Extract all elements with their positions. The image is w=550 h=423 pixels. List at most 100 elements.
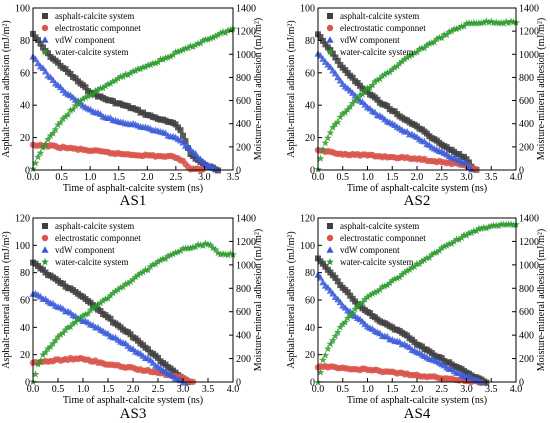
data-point (144, 61, 152, 69)
x-tick-label: 4.0 (510, 172, 523, 183)
y2-tick-label: 200 (236, 354, 251, 365)
data-point (371, 288, 379, 296)
data-point (159, 55, 167, 63)
y2-tick-label: 0 (519, 378, 524, 389)
data-point (413, 48, 421, 56)
data-point (321, 138, 330, 147)
x-tick-label: 3.5 (485, 172, 498, 183)
data-point (81, 93, 90, 101)
data-point (211, 32, 220, 40)
data-point (316, 154, 325, 162)
data-point (156, 256, 165, 264)
data-point (199, 36, 207, 44)
data-point (191, 41, 200, 49)
y2-axis-label: Moisture-mineral adhesion (mJ/m²) (536, 18, 547, 160)
data-point (384, 103, 391, 110)
data-point (166, 52, 175, 60)
data-point (351, 305, 359, 313)
data-point (353, 94, 362, 102)
data-point (54, 332, 62, 341)
chart-panel-as1: 0.0 0.5 1.0 1.5 2.0 2.5 3.0 3.50204060801000200… (1, 4, 264, 210)
data-point (106, 291, 115, 299)
data-point (86, 91, 95, 99)
data-point (107, 315, 114, 322)
y2-tick-label: 1000 (519, 260, 539, 271)
data-point (319, 37, 326, 44)
data-point (216, 29, 225, 37)
data-point (507, 220, 515, 228)
legend: asphalt-calcite system electrostatic comp… (41, 221, 141, 267)
data-point (347, 292, 354, 299)
data-point (174, 248, 182, 256)
data-point (76, 313, 85, 321)
data-point (457, 233, 466, 241)
y2-tick-label: 800 (519, 284, 534, 295)
data-point (44, 135, 52, 143)
x-axis-label: Time of asphalt-calcite system (ns) (347, 395, 487, 406)
data-point (86, 306, 95, 314)
legend-marker (327, 223, 333, 229)
y-tick-label: 20 (305, 350, 315, 361)
data-point (71, 318, 80, 326)
data-point (209, 33, 217, 41)
y2-tick-label: 200 (519, 354, 534, 365)
data-point (101, 82, 110, 90)
y2-tick-label: 1200 (519, 27, 539, 38)
y-tick-label: 80 (305, 36, 315, 47)
data-point (96, 84, 105, 92)
data-point (104, 80, 112, 88)
data-point (341, 108, 349, 116)
data-point (46, 342, 55, 351)
data-point (329, 50, 336, 57)
data-point (181, 44, 190, 52)
data-point (109, 77, 117, 85)
data-point (329, 123, 337, 131)
data-point (84, 309, 92, 317)
data-point (35, 37, 41, 44)
y2-tick-label: 800 (236, 73, 251, 84)
data-point (332, 54, 339, 61)
data-point (179, 244, 187, 252)
data-point (504, 19, 513, 27)
legend-label: electrostatic componnet (340, 23, 426, 33)
legend-label: asphalt-calcite system (340, 221, 419, 231)
y2-tick-label: 1400 (236, 4, 256, 15)
data-point (114, 74, 122, 82)
y2-tick-label: 1400 (519, 4, 539, 15)
data-point (81, 310, 90, 318)
y-tick-label: 40 (20, 101, 30, 112)
data-point (452, 25, 461, 33)
data-point (363, 84, 372, 92)
data-point (425, 39, 434, 47)
data-point (59, 329, 67, 337)
data-point (418, 257, 426, 265)
data-point (485, 223, 493, 231)
data-point (442, 30, 451, 39)
data-point (39, 350, 47, 358)
data-point (386, 68, 394, 76)
data-point (403, 53, 411, 61)
data-point (99, 84, 107, 92)
data-point (428, 38, 436, 47)
data-point (509, 221, 518, 229)
data-point (334, 328, 342, 336)
y-tick-label: 20 (20, 350, 30, 361)
data-point (71, 101, 80, 109)
data-point (31, 55, 40, 63)
data-point (430, 249, 439, 257)
legend-marker (41, 258, 49, 266)
y-tick-label: 100 (300, 241, 315, 252)
y2-tick-label: 1000 (236, 50, 256, 61)
data-point (74, 99, 82, 107)
y-tick-label: 0 (310, 166, 315, 177)
data-point (224, 250, 232, 259)
data-point (462, 158, 471, 166)
data-point (182, 138, 189, 145)
data-point (184, 44, 192, 52)
y-tick-label: 0 (25, 166, 30, 177)
data-point (393, 62, 401, 70)
data-point (69, 105, 77, 113)
legend-marker (326, 234, 334, 242)
x-tick-label: 1.5 (112, 172, 125, 183)
